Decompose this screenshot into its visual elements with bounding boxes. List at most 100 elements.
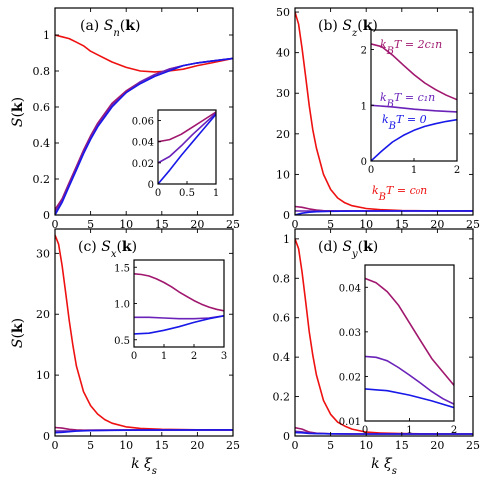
inset-x-tick-label: 2: [454, 165, 460, 176]
panel-label-a: (a) Sn(k): [80, 18, 140, 39]
inset-series-blue-line: [134, 315, 224, 335]
y-tick-label: 0: [43, 430, 50, 443]
panel-label-d: (d) Sy(k): [318, 239, 378, 260]
inset-y-tick-label: 0.02: [339, 372, 361, 383]
inset-series-purple-line: [365, 355, 454, 405]
series-red-line: [55, 234, 233, 431]
x-tick-label: 20: [190, 218, 204, 231]
y-tick-label: 0: [283, 430, 290, 443]
y-tick-label: 0.4: [273, 351, 291, 364]
inset-series-blue-line: [158, 113, 216, 184]
inset-series-magenta-line: [134, 273, 224, 312]
series-red-line: [295, 11, 473, 212]
x-tick-label: 25: [226, 439, 240, 452]
inset-c: 0 1 2 3 0.5 1.0 1.5: [114, 259, 227, 362]
series-blue-line: [295, 431, 473, 435]
plot-frame: [294, 228, 474, 437]
inset-y-tick-label: 0.5: [114, 336, 130, 347]
inset-x-tick-label: 1: [213, 188, 219, 199]
inset-series-purple-line: [158, 112, 216, 164]
x-tick-label: 10: [119, 439, 133, 452]
inset-a: 0 0.5 1 0 0.02 0.04 0.06: [132, 109, 219, 199]
x-tick-label: 0: [292, 439, 299, 452]
inset-x-tick-label: 1: [161, 351, 167, 362]
y-tick-label: 1: [43, 29, 50, 42]
y-tick-label: 10: [36, 369, 50, 382]
inset-series-purple-line: [371, 104, 457, 113]
y-tick-label: 40: [276, 47, 290, 60]
series-red-line: [55, 34, 233, 73]
panel-label-c: (c) Sx(k): [78, 239, 137, 260]
x-tick-label: 5: [87, 439, 94, 452]
series-blue-line: [55, 429, 233, 434]
y-tick-label: 30: [276, 87, 290, 100]
y-tick-label: 0.8: [33, 65, 51, 78]
x-tick-label: 15: [155, 439, 169, 452]
y-tick-label: 0.6: [273, 312, 291, 325]
x-tick-label: 15: [395, 218, 409, 231]
y-tick-label: 10: [276, 168, 290, 181]
inset-x-tick-label: 0: [362, 425, 368, 436]
y-tick-label: 50: [276, 6, 290, 19]
inset-x-tick-label: 3: [221, 351, 227, 362]
series-red-line: [295, 238, 473, 435]
inset-y-tick-label: 0.03: [339, 328, 361, 339]
plot-frame: [54, 228, 234, 437]
inset-y-tick-label: 1.5: [114, 263, 130, 274]
inset-series-magenta-line: [371, 43, 457, 101]
y-tick-label: 0.4: [33, 137, 51, 150]
x-tick-label: 0: [292, 218, 299, 231]
inset-y-tick-label: 0.01: [339, 417, 361, 428]
inset-y-tick-label: 0.02: [132, 159, 154, 170]
inset-x-tick-label: 0: [131, 351, 137, 362]
y-tick-label: 20: [36, 308, 50, 321]
inset-x-tick-label: 0: [368, 165, 374, 176]
inset-series-magenta-line: [365, 277, 454, 387]
y-tick-label: 0.2: [33, 173, 51, 186]
x-tick-label: 0: [52, 439, 59, 452]
inset-y-tick-label: 0: [361, 157, 367, 168]
panel-c: 0 5 10 15 20 25 0 10 20 30 0 1 2 3 0.5 1.0 1.5: [36, 228, 240, 452]
x-tick-label: 20: [190, 439, 204, 452]
x-tick-label: 10: [119, 218, 133, 231]
y-tick-label: 1: [283, 233, 290, 246]
x-axis-label: k ξs: [131, 456, 157, 477]
x-tick-label: 20: [430, 218, 444, 231]
inset-series-blue-line: [371, 118, 457, 161]
x-axis-label: k ξs: [371, 456, 397, 477]
inset-b: 0 1 2 0 1 2: [361, 29, 460, 176]
annotation-kbt-c0n: kBT = c₀n: [372, 184, 427, 203]
x-tick-label: 25: [226, 218, 240, 231]
inset-x-tick-label: 0: [155, 188, 161, 199]
inset-x-tick-label: 2: [451, 425, 457, 436]
inset-label-c1n: kBT = c₁n: [380, 91, 435, 110]
x-tick-label: 20: [430, 439, 444, 452]
x-tick-label: 15: [155, 218, 169, 231]
series-blue-line: [55, 57, 233, 215]
panel-label-b: (b) Sz(k): [318, 18, 378, 39]
y-tick-label: 0: [43, 209, 50, 222]
x-tick-label: 5: [327, 439, 334, 452]
inset-x-tick-label: 1: [406, 425, 412, 436]
inset-y-tick-label: 1.0: [114, 300, 130, 311]
y-tick-label: 30: [36, 247, 50, 260]
y-tick-label: 0.8: [273, 272, 291, 285]
y-axis-label: S(k): [10, 318, 26, 348]
x-tick-label: 5: [327, 218, 334, 231]
x-tick-label: 0: [52, 218, 59, 231]
inset-x-tick-label: 0.5: [179, 188, 195, 199]
y-tick-label: 0.6: [33, 101, 51, 114]
x-tick-label: 10: [359, 218, 373, 231]
inset-x-tick-label: 1: [411, 165, 417, 176]
inset-series-blue-line: [365, 388, 454, 409]
x-tick-label: 5: [87, 218, 94, 231]
inset-d: 0 1 2 0.01 0.02 0.03 0.04: [339, 264, 457, 436]
x-tick-label: 25: [466, 439, 480, 452]
x-tick-label: 10: [359, 439, 373, 452]
inset-x-tick-label: 2: [191, 351, 197, 362]
inset-y-tick-label: 0: [148, 180, 154, 191]
x-tick-label: 15: [395, 439, 409, 452]
